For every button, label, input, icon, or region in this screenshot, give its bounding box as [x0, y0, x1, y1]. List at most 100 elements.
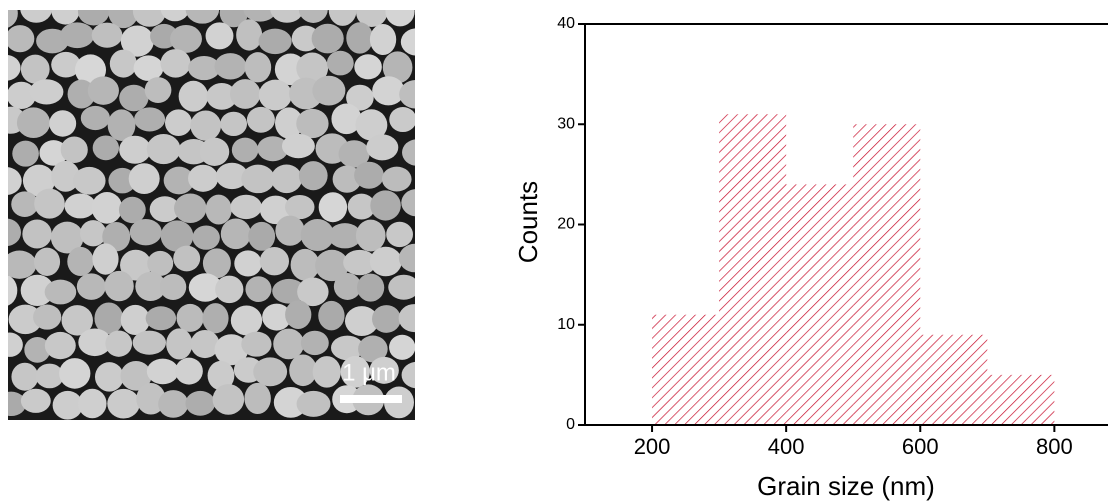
- grain: [79, 220, 107, 247]
- grain: [120, 361, 152, 391]
- grain: [160, 220, 194, 252]
- grain: [273, 328, 305, 360]
- grain: [107, 109, 136, 141]
- grain: [8, 275, 18, 306]
- grain: [91, 22, 123, 48]
- grain: [173, 245, 201, 272]
- grain: [356, 273, 385, 302]
- grain: [44, 331, 76, 360]
- grain: [297, 277, 329, 307]
- grain: [39, 140, 68, 166]
- grain: [284, 194, 315, 220]
- grain: [35, 363, 64, 389]
- grain: [164, 109, 193, 137]
- grain: [371, 305, 401, 333]
- grain: [257, 136, 289, 162]
- grain: [149, 196, 181, 223]
- grain: [289, 354, 317, 387]
- grain: [388, 274, 415, 300]
- grain: [296, 108, 329, 139]
- grain: [344, 306, 379, 337]
- grain: [120, 25, 154, 57]
- grain: [318, 192, 348, 223]
- grain: [67, 79, 96, 109]
- grain: [270, 10, 304, 23]
- grain: [346, 22, 374, 54]
- grain: [332, 165, 362, 193]
- grain: [243, 10, 277, 22]
- grain: [385, 10, 415, 27]
- grain: [331, 103, 362, 135]
- grain: [205, 22, 234, 50]
- grain: [133, 55, 164, 81]
- grain: [281, 133, 315, 159]
- grain: [291, 25, 320, 52]
- grain: [160, 49, 191, 78]
- bar: [719, 114, 787, 425]
- grain: [296, 52, 329, 84]
- grain: [94, 302, 124, 335]
- grain: [145, 306, 177, 331]
- grain: [298, 10, 328, 23]
- grain: [275, 107, 303, 139]
- grain: [51, 160, 80, 192]
- grain: [372, 76, 405, 106]
- grain: [91, 192, 123, 224]
- grain: [244, 52, 272, 83]
- grain: [49, 110, 77, 137]
- grain: [340, 355, 370, 388]
- grain: [8, 332, 23, 357]
- grain: [109, 49, 137, 78]
- grain: [33, 304, 62, 330]
- grain: [333, 273, 362, 300]
- grain: [170, 24, 202, 53]
- grain: [188, 164, 219, 192]
- y-tick-label: 40: [557, 15, 575, 32]
- bar: [652, 314, 720, 425]
- grain: [370, 190, 401, 221]
- grain: [275, 215, 305, 246]
- bar: [853, 124, 921, 425]
- grain: [355, 219, 386, 252]
- grain: [20, 274, 54, 307]
- grain: [146, 134, 181, 165]
- grain: [108, 10, 139, 29]
- grain: [347, 193, 376, 220]
- grain: [356, 10, 388, 27]
- grain: [389, 107, 415, 133]
- grain: [185, 10, 220, 24]
- grain: [24, 336, 51, 363]
- grain: [400, 28, 415, 56]
- grain: [80, 105, 110, 131]
- grain: [190, 110, 222, 141]
- grain: [202, 303, 229, 334]
- grain: [76, 273, 106, 300]
- grain: [231, 137, 259, 163]
- grain: [22, 219, 52, 249]
- bar: [920, 334, 988, 425]
- grain: [202, 248, 231, 279]
- grain: [230, 305, 263, 336]
- grain: [234, 250, 262, 277]
- grain: [382, 51, 413, 84]
- grain: [296, 390, 331, 417]
- y-axis-label: Counts: [513, 181, 543, 263]
- grain: [215, 275, 244, 304]
- grain: [160, 10, 190, 22]
- grain: [259, 195, 292, 225]
- grain: [245, 276, 272, 303]
- grain: [67, 246, 94, 277]
- grain: [50, 221, 84, 254]
- grain: [77, 388, 107, 419]
- y-tick-label: 10: [557, 316, 575, 333]
- grain: [190, 329, 220, 359]
- grain: [318, 300, 345, 331]
- grain: [315, 249, 349, 282]
- scale-bar: [340, 395, 402, 403]
- y-tick-label: 20: [557, 216, 575, 233]
- grain: [119, 84, 149, 112]
- grain: [60, 136, 88, 164]
- grain: [132, 330, 167, 355]
- grain: [236, 19, 263, 51]
